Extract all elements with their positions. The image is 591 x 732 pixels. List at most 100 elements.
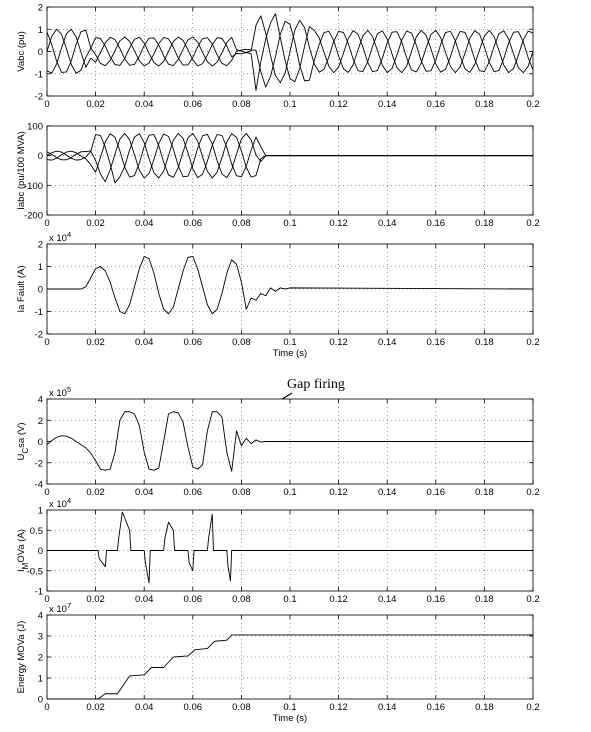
x-tick-label: 0.2 — [526, 218, 539, 229]
x-tick-label: 0.04 — [135, 99, 154, 110]
x-tick-label: 0.18 — [475, 218, 494, 229]
x-tick-label: 0.08 — [232, 99, 251, 110]
x-tick-label: 0.12 — [329, 337, 348, 348]
x-tick-label: 0.08 — [232, 218, 251, 229]
y-tick-label: 2 — [38, 3, 43, 14]
x-tick-label: 0.2 — [526, 487, 539, 498]
axis-scale-base: x 10 — [49, 388, 67, 399]
y-tick-label: 4 — [38, 611, 43, 622]
y-tick-label: 100 — [27, 122, 43, 133]
axis-scale: x 104 — [49, 496, 71, 510]
x-tick-label: 0.14 — [378, 337, 397, 348]
trace — [46, 411, 533, 472]
trace — [46, 20, 534, 88]
axes-frame — [46, 125, 534, 216]
x-tick-label: 0.12 — [329, 99, 348, 110]
x-tick-label: 0.16 — [427, 594, 446, 605]
axis-scale-exponent: 4 — [67, 230, 71, 239]
x-tick-label: 0.1 — [283, 99, 296, 110]
y-tick-label: 2 — [38, 240, 43, 251]
axes-frame — [46, 243, 534, 335]
x-tick-label: 0.02 — [86, 99, 105, 110]
y-axis-label-text: Ia Fault (A) — [16, 266, 27, 313]
y-tick-label: 0 — [38, 546, 43, 557]
x-tick-label: 0.02 — [86, 487, 105, 498]
x-tick-label: 0 — [44, 487, 49, 498]
x-tick-label: 0.14 — [378, 218, 397, 229]
x-tick-label: 0.12 — [329, 702, 348, 713]
y-tick-label: 3 — [38, 632, 43, 643]
y-tick-label: 0 — [38, 695, 43, 706]
y-tick-label: -2 — [35, 92, 43, 103]
axis-scale-exponent: 7 — [67, 601, 71, 610]
x-tick-label: 0.16 — [427, 218, 446, 229]
y-axis-label: IMOVa (A) — [16, 529, 30, 572]
x-tick-label: 0.06 — [184, 702, 203, 713]
x-axis-label: Time (s) — [273, 713, 307, 724]
y-tick-label: 0 — [38, 285, 43, 296]
y-axis-label-text: OVa (A) — [16, 529, 27, 563]
x-tick-label: 0.04 — [135, 702, 154, 713]
y-tick-label: -4 — [35, 480, 43, 491]
x-tick-label: 0.04 — [135, 487, 154, 498]
x-tick-label: 0.1 — [283, 702, 296, 713]
y-axis-label: UCsa (V) — [16, 423, 30, 461]
y-tick-label: 2 — [38, 653, 43, 664]
x-tick-label: 0 — [44, 702, 49, 713]
y-axis-label-text: sa (V) — [16, 423, 27, 448]
x-tick-label: 0.1 — [283, 594, 296, 605]
y-tick-label: -1 — [35, 69, 43, 80]
axes-frame — [46, 398, 534, 485]
y-tick-label: 0 — [38, 437, 43, 448]
x-tick-label: 0.06 — [184, 218, 203, 229]
x-tick-label: 0.06 — [184, 487, 203, 498]
x-tick-label: 0.16 — [427, 337, 446, 348]
x-tick-label: 0.14 — [378, 594, 397, 605]
y-axis-label-subscript: C — [21, 448, 30, 454]
y-axis-label-text: U — [16, 454, 27, 461]
x-tick-label: 0.08 — [232, 337, 251, 348]
x-tick-label: 0.2 — [526, 337, 539, 348]
y-axis-label-text: I — [16, 569, 27, 572]
x-tick-label: 0.18 — [475, 487, 494, 498]
y-tick-label: 0.5 — [30, 526, 43, 537]
y-tick-label: 0 — [38, 151, 43, 162]
y-tick-label: -1 — [35, 587, 43, 598]
y-tick-label: 4 — [38, 395, 43, 406]
axes-frame — [46, 614, 534, 700]
x-tick-label: 0.06 — [184, 594, 203, 605]
x-tick-label: 0.2 — [526, 702, 539, 713]
x-tick-label: 0.1 — [283, 487, 296, 498]
axis-scale: x 107 — [49, 601, 71, 615]
x-tick-label: 0 — [44, 337, 49, 348]
y-tick-label: 1 — [38, 25, 43, 36]
axis-scale: x 104 — [49, 230, 71, 244]
x-tick-label: 0.18 — [475, 99, 494, 110]
y-axis-label-subscript: M — [21, 562, 30, 569]
trace — [47, 511, 533, 584]
y-tick-label: -200 — [24, 211, 43, 222]
trace — [46, 15, 534, 84]
y-tick-label: -1 — [35, 307, 43, 318]
x-tick-label: 0.02 — [86, 594, 105, 605]
axis-scale-base: x 10 — [49, 233, 67, 244]
trace — [47, 255, 534, 315]
x-tick-label: 0.02 — [86, 337, 105, 348]
y-axis-label: Vabc (pu) — [16, 31, 27, 71]
x-tick-label: 0.12 — [329, 594, 348, 605]
axes-frame — [46, 6, 534, 97]
x-tick-label: 0.04 — [135, 594, 154, 605]
y-tick-label: 2 — [38, 416, 43, 427]
axis-scale-base: x 10 — [49, 604, 67, 615]
y-tick-label: -100 — [24, 181, 43, 192]
y-axis-label-text: Iabc (pu/100 MVA) — [16, 131, 27, 210]
axis-scale-base: x 10 — [49, 499, 67, 510]
x-tick-label: 0.16 — [427, 702, 446, 713]
x-tick-label: 0.04 — [135, 218, 154, 229]
y-axis-label: Energy MOVa (J) — [16, 621, 27, 694]
y-tick-label: 1 — [38, 506, 43, 517]
plot-area — [47, 615, 533, 699]
trace — [46, 132, 533, 183]
x-tick-label: 0.18 — [475, 337, 494, 348]
y-tick-label: 1 — [38, 674, 43, 685]
